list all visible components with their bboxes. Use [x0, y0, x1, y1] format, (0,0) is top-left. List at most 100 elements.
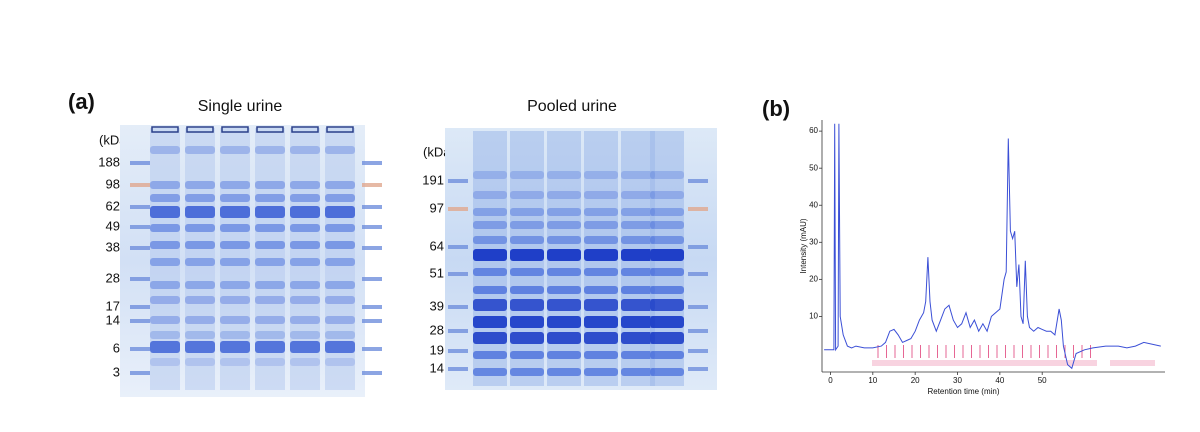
- band: [473, 332, 507, 344]
- band: [510, 249, 544, 261]
- ladder-band: [448, 245, 468, 249]
- band: [547, 268, 581, 276]
- fraction-strip: [872, 360, 1097, 366]
- well: [186, 126, 214, 133]
- band: [185, 224, 215, 232]
- marker-label: 38: [106, 239, 120, 254]
- marker-label: 19: [430, 342, 444, 357]
- band: [255, 241, 285, 249]
- band: [185, 241, 215, 249]
- ladder-band: [688, 367, 708, 371]
- band: [621, 208, 655, 216]
- band: [185, 194, 215, 202]
- band: [547, 236, 581, 244]
- band: [547, 208, 581, 216]
- y-axis-label: Intensity (mAU): [799, 218, 808, 273]
- band: [584, 208, 618, 216]
- band: [220, 206, 250, 218]
- band: [150, 146, 180, 154]
- x-tick-label: 50: [1038, 376, 1047, 385]
- band: [650, 208, 684, 216]
- band: [290, 146, 320, 154]
- x-axis-label: Retention time (min): [927, 387, 999, 396]
- marker-label: 51: [430, 265, 444, 280]
- ladder-band: [688, 305, 708, 309]
- ladder-band: [130, 347, 150, 351]
- band: [185, 258, 215, 266]
- trace: [824, 123, 1161, 370]
- well: [256, 126, 284, 133]
- band: [290, 341, 320, 353]
- ladder-band: [688, 179, 708, 183]
- marker-label: 28: [430, 322, 444, 337]
- marker-label: 188: [98, 154, 120, 169]
- gel-title: Single urine: [198, 98, 283, 115]
- band: [325, 296, 355, 304]
- y-tick-label: 60: [809, 126, 818, 135]
- band: [650, 268, 684, 276]
- band: [150, 206, 180, 218]
- band: [325, 341, 355, 353]
- band: [220, 316, 250, 324]
- ladder-band: [130, 277, 150, 281]
- band: [510, 286, 544, 294]
- marker-label: 62: [106, 198, 120, 213]
- ladder-band: [688, 349, 708, 353]
- band: [255, 316, 285, 324]
- ladder-band: [130, 225, 150, 229]
- x-tick-label: 10: [868, 376, 877, 385]
- band: [220, 258, 250, 266]
- band: [650, 299, 684, 311]
- ladder-band: [130, 371, 150, 375]
- band: [650, 286, 684, 294]
- ladder-band: [448, 272, 468, 276]
- band: [150, 281, 180, 289]
- marker-label: 3: [113, 364, 120, 379]
- band: [621, 351, 655, 359]
- band: [547, 191, 581, 199]
- band: [510, 268, 544, 276]
- band: [255, 296, 285, 304]
- band: [255, 181, 285, 189]
- band: [547, 299, 581, 311]
- band: [584, 299, 618, 311]
- band: [510, 236, 544, 244]
- band: [220, 296, 250, 304]
- band: [547, 368, 581, 376]
- band: [621, 249, 655, 261]
- band: [473, 191, 507, 199]
- band: [547, 286, 581, 294]
- band: [150, 358, 180, 366]
- ladder-band: [362, 225, 382, 229]
- band: [510, 299, 544, 311]
- x-tick-label: 30: [953, 376, 962, 385]
- band: [325, 194, 355, 202]
- ladder-band: [448, 367, 468, 371]
- band: [220, 224, 250, 232]
- band: [584, 221, 618, 229]
- y-tick-label: 40: [809, 200, 818, 209]
- band: [650, 368, 684, 376]
- band: [220, 241, 250, 249]
- band: [584, 191, 618, 199]
- band: [220, 281, 250, 289]
- ladder-band: [130, 183, 150, 187]
- ladder-band: [362, 161, 382, 165]
- band: [325, 258, 355, 266]
- marker-label: 6: [113, 340, 120, 355]
- x-tick-label: 0: [828, 376, 833, 385]
- band: [584, 286, 618, 294]
- band: [325, 206, 355, 218]
- band: [650, 351, 684, 359]
- ladder-band: [130, 305, 150, 309]
- band: [473, 208, 507, 216]
- band: [621, 236, 655, 244]
- band: [621, 332, 655, 344]
- band: [584, 268, 618, 276]
- ladder-band: [362, 319, 382, 323]
- band: [510, 191, 544, 199]
- band: [473, 316, 507, 328]
- ladder-band: [362, 305, 382, 309]
- ladder-band: [688, 329, 708, 333]
- band: [325, 146, 355, 154]
